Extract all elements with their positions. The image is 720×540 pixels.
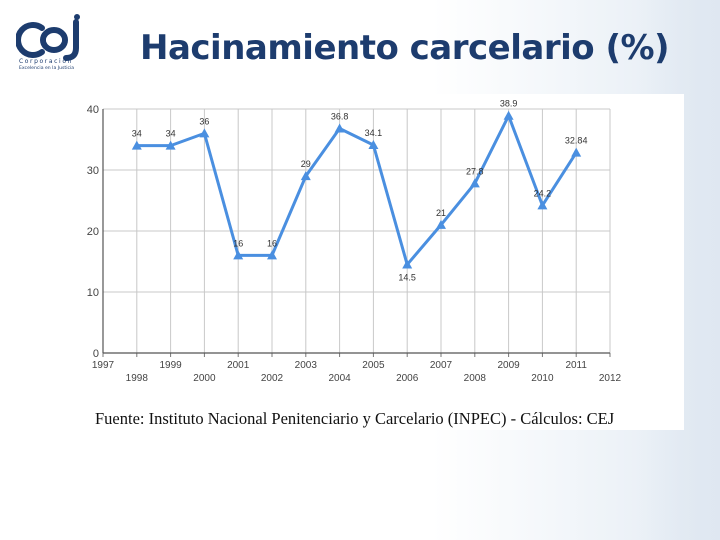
x-tick-label: 2005 bbox=[362, 360, 385, 371]
x-tick-label: 1998 bbox=[126, 373, 149, 384]
data-label: 24.2 bbox=[534, 188, 552, 198]
x-tick-label: 2010 bbox=[531, 373, 554, 384]
data-label: 34.1 bbox=[365, 128, 383, 138]
data-point-marker bbox=[368, 139, 379, 149]
x-tick-label: 2006 bbox=[396, 373, 419, 384]
x-tick-label: 2008 bbox=[464, 373, 487, 384]
logo-text: Corporación bbox=[19, 58, 73, 65]
chart-frame: 0 10 20 30 40 1997 1999 2001 2003 2005 2007 2009 201… bbox=[30, 94, 684, 430]
y-tick-label: 20 bbox=[87, 226, 99, 238]
data-label: 16 bbox=[267, 238, 277, 248]
page-title: Hacinamiento carcelario (%) bbox=[140, 28, 670, 68]
y-tick-label: 30 bbox=[87, 165, 99, 177]
data-point-marker bbox=[571, 147, 582, 157]
x-tick-label: 1997 bbox=[92, 360, 115, 371]
data-point-marker bbox=[402, 259, 413, 269]
data-label: 34 bbox=[132, 129, 142, 139]
data-label: 14.5 bbox=[398, 273, 416, 283]
x-tick-label: 2012 bbox=[599, 373, 622, 384]
cej-logo bbox=[16, 14, 80, 61]
data-label: 27.8 bbox=[466, 166, 484, 176]
logo-tagline: Excelencia en la Justicia bbox=[19, 66, 75, 71]
x-tick-label: 2001 bbox=[227, 360, 250, 371]
x-tick-label: 2000 bbox=[193, 373, 216, 384]
data-label: 16 bbox=[233, 238, 243, 248]
y-tick-label: 10 bbox=[87, 287, 99, 299]
data-point-marker bbox=[469, 178, 480, 188]
data-point-marker bbox=[267, 250, 277, 260]
data-point-marker bbox=[537, 200, 548, 210]
data-label: 38.9 bbox=[500, 99, 518, 109]
x-tick-label: 2002 bbox=[261, 373, 284, 384]
data-label: 36.8 bbox=[331, 112, 349, 122]
y-tick-label: 0 bbox=[93, 348, 99, 360]
data-label: 36 bbox=[199, 116, 209, 126]
y-tick-label: 40 bbox=[87, 104, 99, 116]
data-label: 32.84 bbox=[565, 136, 588, 146]
data-point-marker bbox=[199, 128, 210, 138]
data-label: 21 bbox=[436, 208, 446, 218]
x-tick-label: 2007 bbox=[430, 360, 453, 371]
x-tick-label: 2009 bbox=[497, 360, 520, 371]
data-label: 34 bbox=[166, 129, 176, 139]
data-point-marker bbox=[503, 110, 514, 120]
data-point-marker bbox=[436, 219, 446, 229]
line-chart: 0 10 20 30 40 1997 1999 2001 2003 2005 2007 2009 201… bbox=[87, 99, 622, 384]
x-tick-label: 2011 bbox=[565, 360, 587, 371]
data-point-marker bbox=[300, 171, 311, 181]
data-label: 29 bbox=[301, 159, 311, 169]
data-point-marker bbox=[165, 140, 176, 150]
x-tick-label: 1999 bbox=[159, 360, 182, 371]
series-line bbox=[136, 114, 578, 267]
data-point-marker bbox=[233, 250, 244, 260]
x-tick-label: 2003 bbox=[295, 360, 318, 371]
data-point-marker bbox=[334, 123, 345, 133]
data-point-marker bbox=[131, 140, 142, 150]
source-caption: Fuente: Instituto Nacional Penitenciario… bbox=[95, 409, 615, 428]
x-tick-label: 2004 bbox=[328, 373, 351, 384]
